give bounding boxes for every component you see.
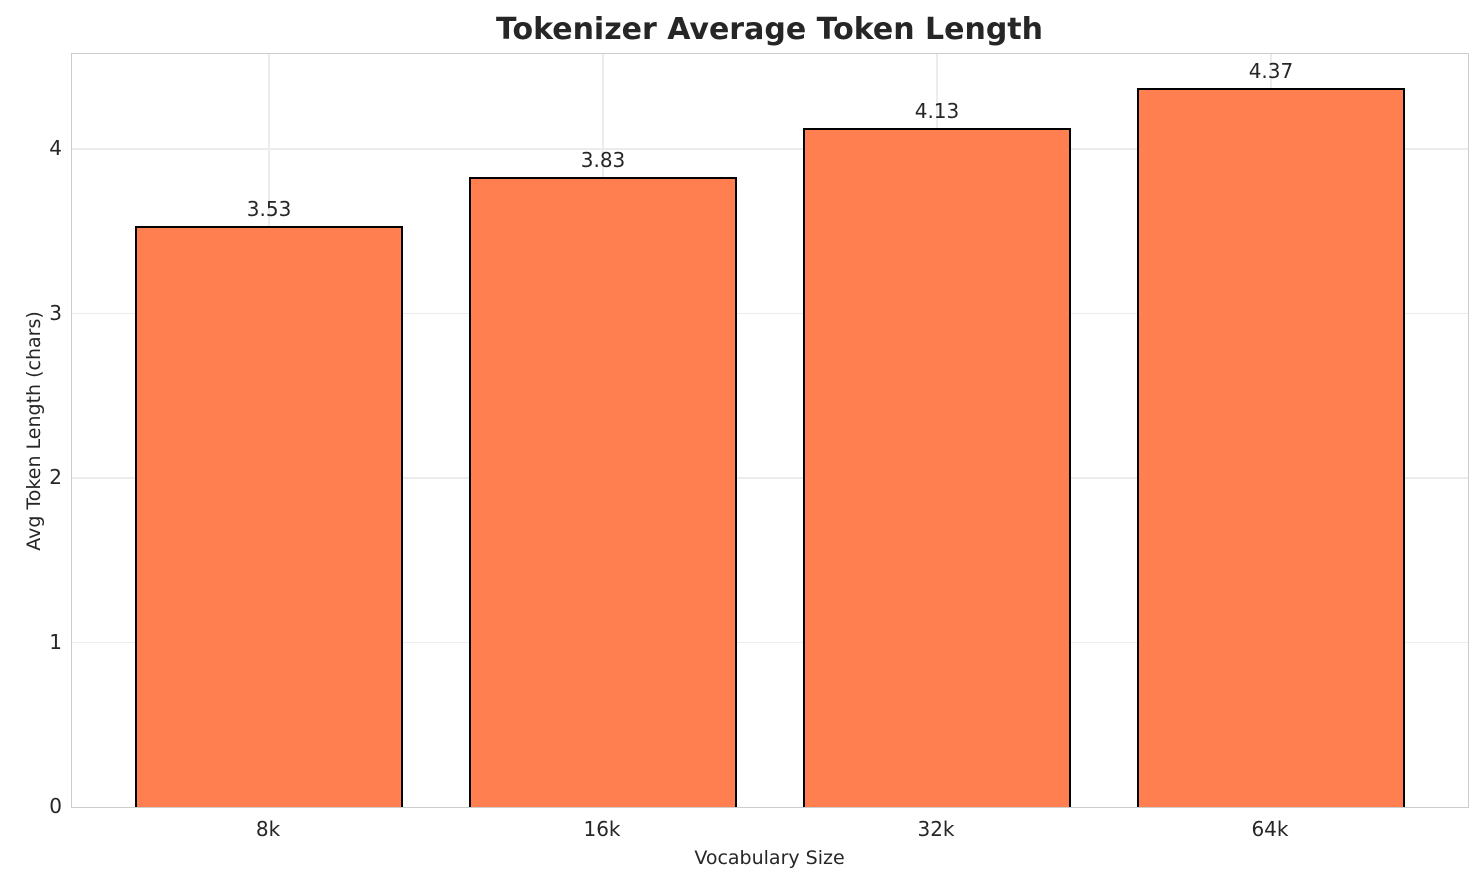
h-gridline — [72, 477, 1468, 479]
y-tick-label: 2 — [49, 465, 62, 490]
bar-value-label: 4.13 — [914, 98, 960, 123]
y-tick-label: 4 — [49, 136, 62, 161]
bar-value-label: 3.83 — [580, 148, 626, 173]
h-gridline — [72, 641, 1468, 644]
bar-8k — [135, 226, 403, 807]
y-tick-label: 0 — [49, 794, 62, 818]
y-tick-label: 1 — [49, 629, 62, 654]
x-tick-label: 8k — [255, 817, 281, 841]
h-gridline — [72, 148, 1468, 150]
bar-32k — [803, 127, 1071, 807]
bar-64k — [1137, 88, 1405, 807]
bar-16k — [469, 177, 737, 807]
x-tick-label: 32k — [917, 817, 955, 841]
y-axis-label: Avg Token Length (chars) — [23, 311, 45, 551]
x-tick-label: 16k — [583, 817, 621, 841]
y-tick-label: 3 — [49, 300, 62, 325]
h-gridline — [72, 312, 1468, 315]
bar-value-label: 4.37 — [1248, 59, 1294, 84]
x-tick-label: 64k — [1251, 817, 1289, 841]
chart-title: Tokenizer Average Token Length — [495, 12, 1043, 47]
bar-value-label: 3.53 — [246, 197, 292, 222]
x-axis-label: Vocabulary Size — [694, 847, 845, 869]
plot-area: 3.53 3.83 4.13 4.37 — [71, 53, 1469, 808]
